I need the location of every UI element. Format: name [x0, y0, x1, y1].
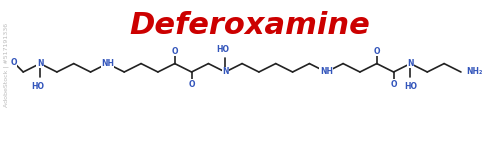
Text: HO: HO — [31, 82, 44, 91]
Text: AdobeStock | #517191336: AdobeStock | #517191336 — [4, 23, 9, 107]
Text: O: O — [390, 80, 397, 89]
Text: HO: HO — [404, 82, 417, 91]
Text: O: O — [188, 80, 195, 89]
Text: Deferoxamine: Deferoxamine — [130, 11, 370, 40]
Text: O: O — [374, 47, 380, 56]
Text: N: N — [407, 59, 414, 68]
Text: O: O — [172, 47, 178, 56]
Text: NH: NH — [320, 68, 333, 76]
Text: N: N — [37, 59, 44, 68]
Text: HO: HO — [216, 45, 230, 54]
Text: NH: NH — [101, 59, 114, 68]
Text: O: O — [10, 58, 17, 67]
Text: N: N — [222, 68, 228, 76]
Text: NH₂: NH₂ — [466, 68, 482, 76]
